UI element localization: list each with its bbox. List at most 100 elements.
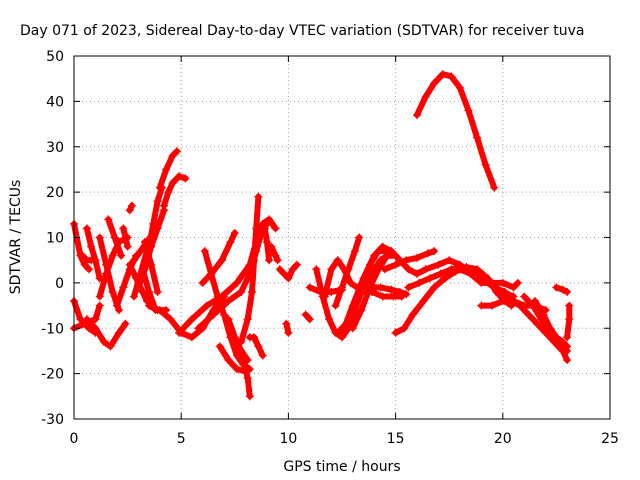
data-point <box>331 301 340 310</box>
x-tick-label: 0 <box>70 431 79 447</box>
data-point <box>445 256 454 265</box>
data-point <box>95 301 104 310</box>
series-line <box>532 298 571 350</box>
data-point <box>498 292 507 301</box>
series-arc-32 <box>245 333 267 360</box>
data-point <box>164 188 173 197</box>
y-tick-label: 50 <box>46 49 64 65</box>
data-point <box>284 274 293 283</box>
data-point <box>254 342 263 351</box>
series-arc-22 <box>160 172 190 210</box>
data-point <box>524 310 533 319</box>
data-point <box>280 269 289 278</box>
data-point <box>95 292 104 301</box>
data-point <box>447 72 456 81</box>
data-point <box>378 242 387 251</box>
series-arc-57 <box>563 301 574 342</box>
data-point <box>215 342 224 351</box>
data-point <box>217 256 226 265</box>
series-arc-36 <box>282 319 293 337</box>
x-tick-label: 25 <box>601 431 619 447</box>
data-point <box>477 278 486 287</box>
data-point <box>232 365 241 374</box>
series-arc-10 <box>119 224 132 251</box>
data-point <box>413 269 422 278</box>
series-arc-35 <box>275 260 301 283</box>
data-point <box>275 265 284 274</box>
data-point <box>247 287 256 296</box>
data-point <box>245 392 254 401</box>
data-point <box>108 251 117 260</box>
data-point <box>121 319 130 328</box>
data-traces <box>70 70 574 401</box>
series-arc-12 <box>125 201 136 215</box>
data-point <box>545 324 554 333</box>
data-point <box>438 70 447 79</box>
data-point <box>232 342 241 351</box>
y-tick-label: 30 <box>46 140 64 156</box>
series-arc-30 <box>232 342 254 401</box>
data-point <box>515 301 524 310</box>
data-point <box>125 206 134 215</box>
data-point <box>481 160 490 169</box>
data-point <box>533 319 542 328</box>
data-point <box>565 315 574 324</box>
data-point <box>391 260 400 269</box>
series-line <box>233 343 253 400</box>
data-point <box>239 356 248 365</box>
data-point <box>288 265 297 274</box>
x-tick-label: 5 <box>177 431 186 447</box>
data-point <box>119 224 128 233</box>
series-arc-56 <box>552 283 572 296</box>
series-line <box>414 71 498 191</box>
data-point <box>563 342 572 351</box>
data-point <box>82 315 91 324</box>
data-point <box>198 278 207 287</box>
data-point <box>305 315 314 324</box>
data-point <box>155 183 164 192</box>
series-arc-50 <box>413 70 499 192</box>
data-point <box>376 283 385 292</box>
data-point <box>254 192 263 201</box>
data-point <box>160 201 169 210</box>
data-point <box>359 274 368 283</box>
data-point <box>145 287 154 296</box>
axis-ticks: 0 5 10 15 20 25 -30 -20 -10 0 10 20 30 40 50 <box>41 49 619 447</box>
data-point <box>370 251 379 260</box>
series-line <box>156 148 180 191</box>
data-point <box>187 333 196 342</box>
data-point <box>383 251 392 260</box>
data-point <box>108 287 117 296</box>
data-point <box>262 238 271 247</box>
data-point <box>243 315 252 324</box>
data-point <box>127 201 136 210</box>
series-arc-40 <box>320 256 362 301</box>
data-point <box>357 287 366 296</box>
data-point <box>348 324 357 333</box>
data-point <box>513 278 522 287</box>
data-point <box>200 247 209 256</box>
data-point <box>209 310 218 319</box>
data-point <box>350 247 359 256</box>
data-point <box>340 324 349 333</box>
data-point <box>436 269 445 278</box>
data-point <box>558 337 567 346</box>
data-point <box>112 301 121 310</box>
x-tick-label: 15 <box>387 431 405 447</box>
data-point <box>355 233 364 242</box>
data-point <box>82 224 91 233</box>
data-point <box>565 301 574 310</box>
data-point <box>162 165 171 174</box>
data-point <box>391 328 400 337</box>
data-point <box>243 374 252 383</box>
y-tick-label: 20 <box>46 185 64 201</box>
data-point <box>333 328 342 337</box>
data-point <box>563 356 572 365</box>
data-point <box>106 342 115 351</box>
data-point <box>119 283 128 292</box>
y-tick-label: -10 <box>41 321 64 337</box>
data-point <box>430 247 439 256</box>
data-point <box>520 292 529 301</box>
data-point <box>404 283 413 292</box>
data-point <box>102 269 111 278</box>
